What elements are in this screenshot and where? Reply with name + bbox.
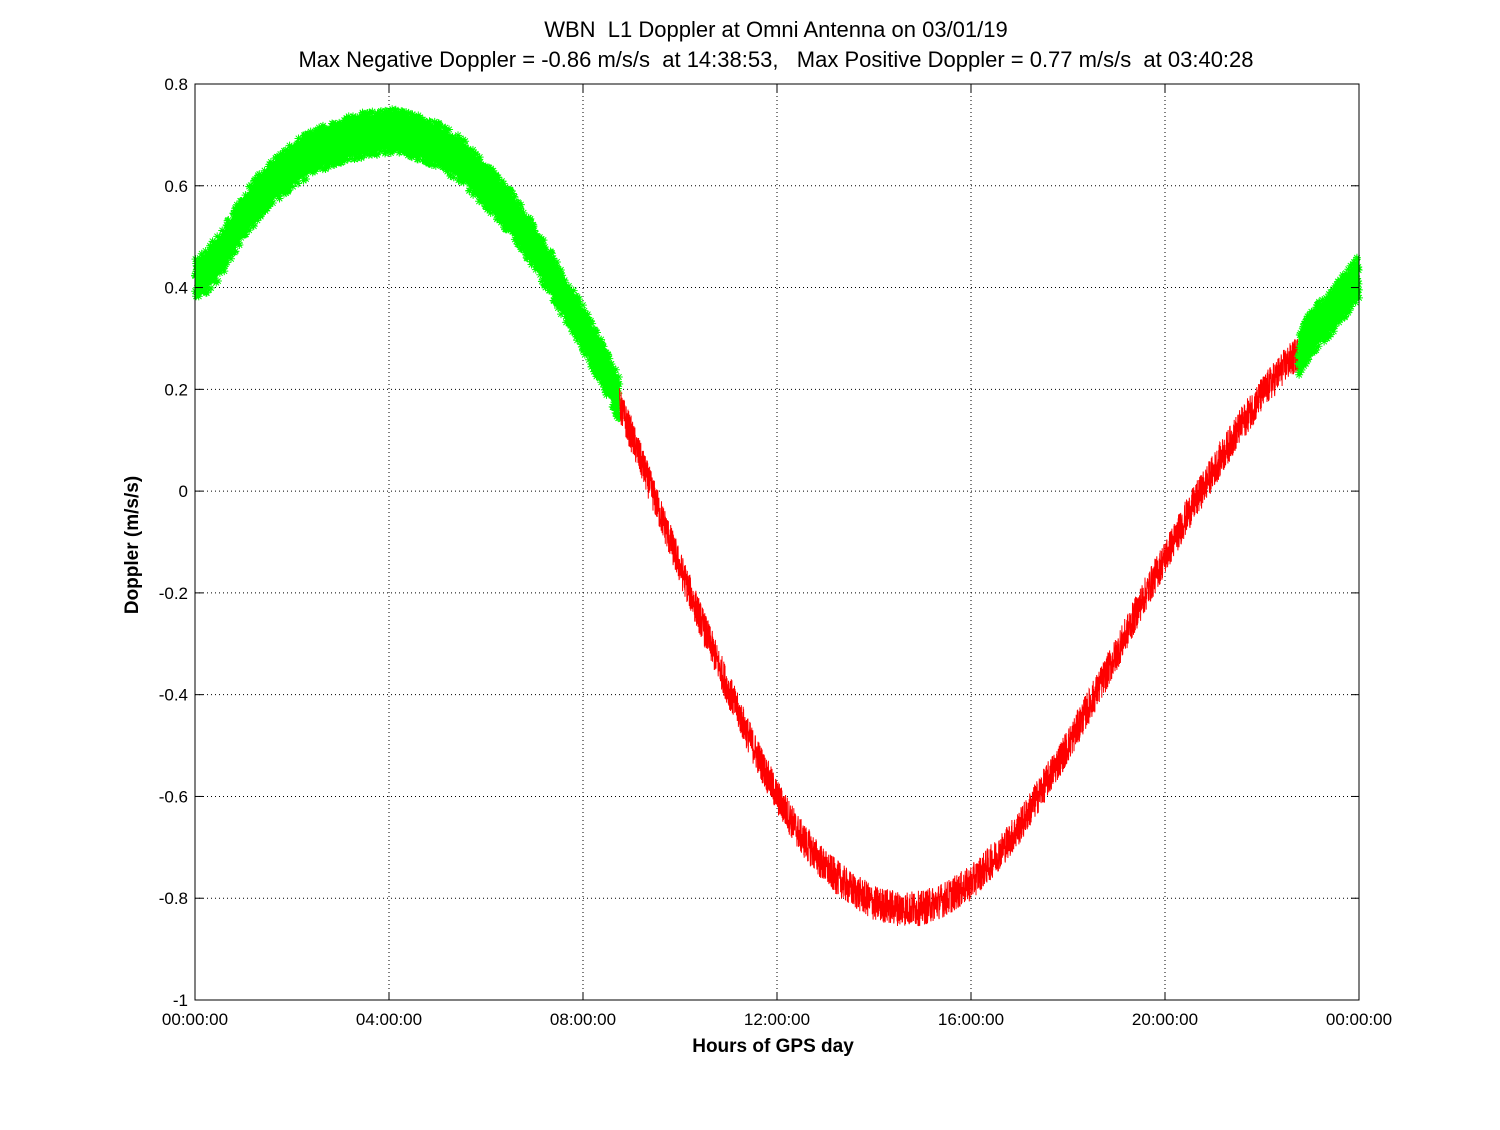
- y-tick-label: 0.6: [164, 177, 188, 196]
- series-star-markers: [1294, 253, 1363, 379]
- plot-area: [195, 84, 1359, 1000]
- y-tick-label: -1: [173, 991, 188, 1010]
- x-tick-label: 00:00:00: [162, 1010, 228, 1029]
- x-tick-label: 08:00:00: [550, 1010, 616, 1029]
- y-tick-label: -0.4: [159, 686, 188, 705]
- x-tick-label: 04:00:00: [356, 1010, 422, 1029]
- y-tick-label: -0.6: [159, 787, 188, 806]
- grid-lines: [195, 84, 1359, 1000]
- chart-subtitle: Max Negative Doppler = -0.86 m/s/s at 14…: [298, 47, 1253, 72]
- chart-title: WBN L1 Doppler at Omni Antenna on 03/01/…: [544, 17, 1008, 42]
- axis-ticks: 00:00:00 04:00:00 08:00:00 12:00:00 16:00:00…: [159, 75, 1392, 1029]
- y-tick-label: 0.2: [164, 380, 188, 399]
- x-tick-label: 12:00:00: [744, 1010, 810, 1029]
- x-tick-label: 20:00:00: [1132, 1010, 1198, 1029]
- data-series-2: [618, 338, 1299, 927]
- data-series-3: [1294, 253, 1363, 379]
- y-tick-label: 0.8: [164, 75, 188, 94]
- y-tick-label: -0.8: [159, 889, 188, 908]
- series-line: [618, 338, 1299, 927]
- x-tick-label: 00:00:00: [1326, 1010, 1392, 1029]
- y-tick-label: 0.4: [164, 279, 188, 298]
- x-tick-label: 16:00:00: [938, 1010, 1004, 1029]
- y-axis-label: Doppler (m/s/s): [122, 476, 143, 614]
- y-tick-label: -0.2: [159, 584, 188, 603]
- x-axis-label: Hours of GPS day: [692, 1036, 854, 1057]
- y-tick-label: 0: [179, 482, 188, 501]
